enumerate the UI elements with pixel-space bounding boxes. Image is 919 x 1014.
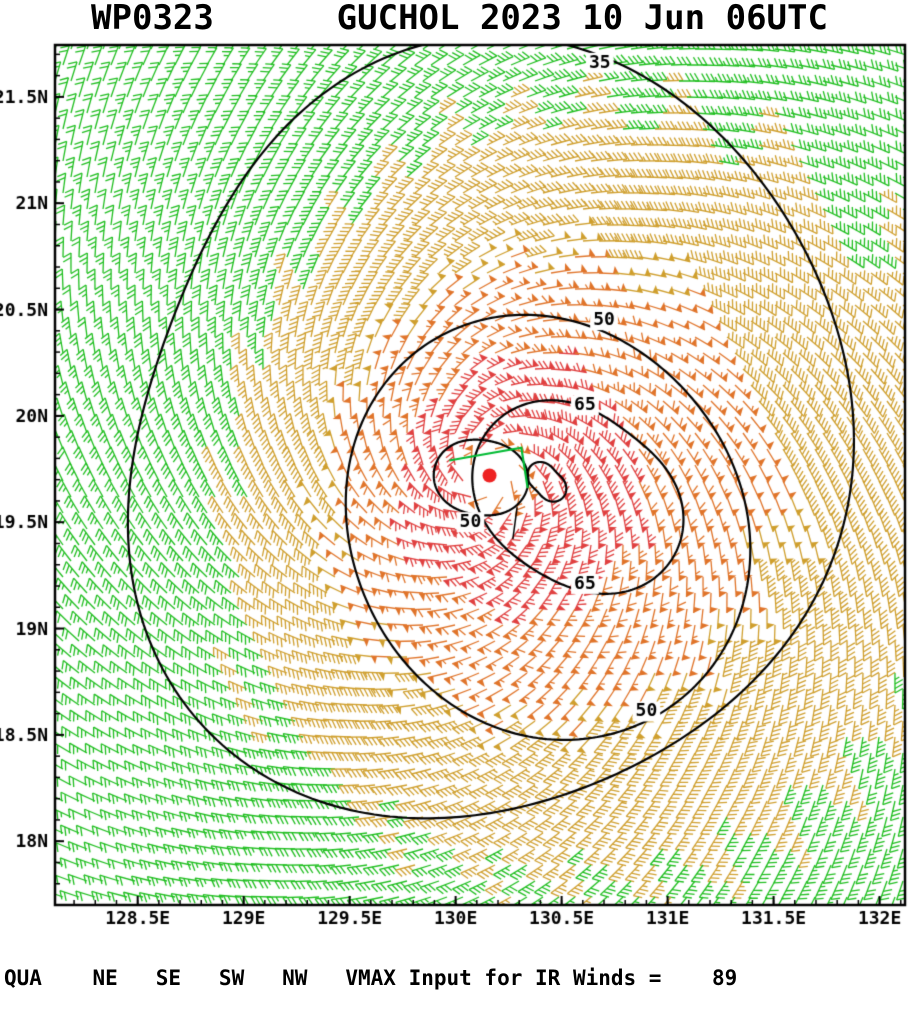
- footer-line-quadrant-header: QUA NE SE SW NW VMAX Input for IR Winds …: [4, 966, 738, 990]
- page-title: WP0323 GUCHOL 2023 10 Jun 06UTC: [91, 0, 828, 38]
- wind-barb-map-canvas: [0, 38, 919, 930]
- stats-footer: QUA NE SE SW NW VMAX Input for IR Winds …: [4, 923, 813, 1014]
